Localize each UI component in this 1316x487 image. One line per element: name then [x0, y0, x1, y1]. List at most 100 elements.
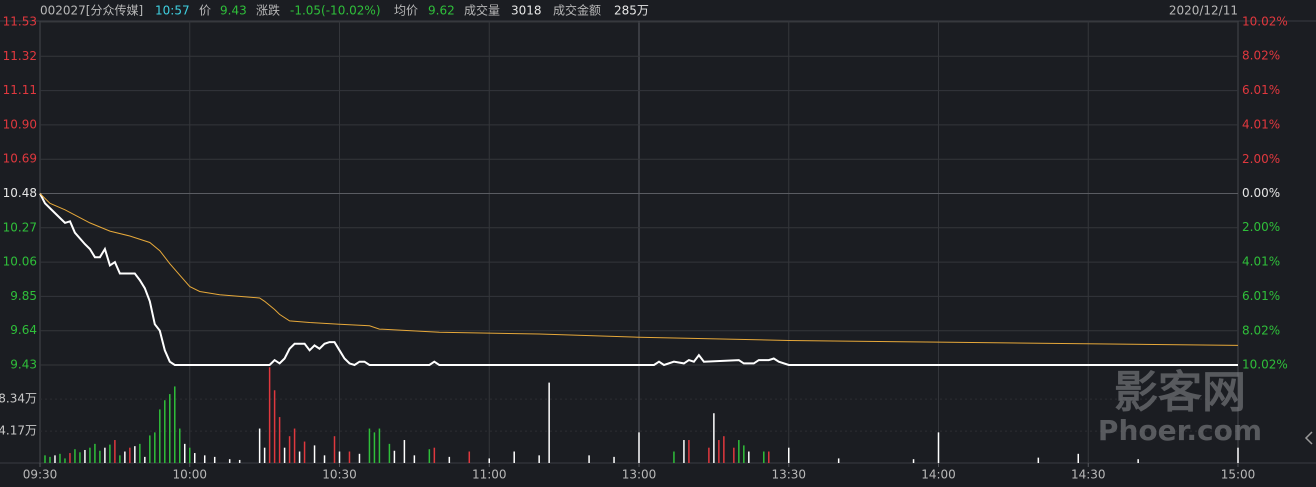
price: 9.43 [220, 4, 247, 18]
volume-bar [538, 455, 540, 463]
volume-bar [448, 456, 451, 463]
volume-bar [268, 367, 271, 463]
volume-bar [393, 450, 396, 463]
volume-bar [139, 443, 141, 463]
volume-bar [837, 458, 840, 463]
y2-tick-label: 4.01% [1242, 117, 1280, 131]
date: 2020/12/11 [1169, 4, 1238, 18]
x-tick-label: 13:00 [622, 468, 657, 482]
volume-bar [114, 440, 116, 463]
volume-bar [89, 447, 91, 463]
symbol: 002027[分众传媒] [40, 3, 143, 18]
volume-bar [164, 400, 166, 463]
volume-bar [94, 443, 96, 463]
volume-bar [189, 447, 191, 463]
y2-tick-label: 8.02% [1242, 323, 1280, 337]
volume-bar [134, 446, 136, 463]
volume-bar [154, 432, 156, 463]
y-tick-label: 11.32 [3, 49, 37, 63]
volume-bar [683, 440, 685, 463]
volume-bar [263, 447, 266, 463]
volume-bar [378, 428, 381, 463]
y-tick-label: 10.90 [3, 117, 37, 131]
volume-bar [64, 458, 66, 463]
volume-bar [333, 436, 336, 463]
price-label: 价 [199, 4, 211, 18]
y2-tick-label: 10.02% [1242, 358, 1288, 372]
time: 10:57 [155, 4, 190, 18]
volume-bar [358, 453, 361, 463]
avg-label: 均价 [394, 4, 418, 18]
x-tick-label: 14:00 [921, 468, 956, 482]
y2-tick-label: 2.00% [1242, 152, 1280, 166]
volume-bar [1237, 447, 1239, 463]
watermark: 影客网 [1114, 367, 1246, 418]
volume-bar [228, 459, 231, 463]
volume-bar [688, 440, 690, 463]
volume-bar [303, 441, 306, 463]
y-tick-label: 10.06 [3, 255, 37, 269]
volume-bar [238, 459, 241, 463]
volume-bar [638, 432, 640, 463]
y2-tick-label: 8.02% [1242, 49, 1280, 63]
y-tick-label: 4.17万 [0, 424, 37, 438]
y-tick-label: 8.34万 [0, 392, 37, 406]
volume-bar [288, 436, 291, 463]
x-tick-label: 11:00 [472, 468, 507, 482]
avg: 9.62 [428, 4, 455, 18]
volume-bar [109, 444, 111, 463]
volume-label: 成交量 [464, 3, 500, 18]
y-tick-label: 9.43 [10, 358, 37, 372]
volume-bar [193, 453, 196, 463]
volume-bar [84, 449, 86, 463]
volume-bar [713, 413, 715, 463]
change: -1.05(-10.02%) [290, 4, 381, 18]
volume-bar [388, 443, 391, 463]
y-tick-label: 10.69 [3, 152, 37, 166]
volume-bar [413, 455, 416, 463]
volume-bar [403, 440, 406, 463]
x-tick-label: 10:30 [322, 468, 357, 482]
volume-bar [1137, 459, 1139, 463]
y2-tick-label: 6.01% [1242, 83, 1280, 97]
scroll-arrow[interactable] [1304, 431, 1313, 445]
volume-bar [348, 451, 351, 463]
volume-bar [119, 455, 121, 463]
volume: 3018 [511, 4, 542, 18]
y-tick-label: 10.48 [3, 186, 37, 200]
y-tick-label: 11.53 [3, 15, 37, 29]
volume-bar [708, 447, 710, 463]
y-tick-label: 9.64 [10, 323, 37, 337]
volume-bar [718, 440, 720, 463]
y2-tick-label: 0.00% [1242, 186, 1280, 200]
volume-bar [293, 428, 296, 463]
price-line [39, 193, 1239, 346]
watermark-url: Phoer.com [1098, 414, 1262, 447]
volume-bar [488, 458, 490, 463]
volume-bar [44, 455, 46, 463]
volume-bar [258, 428, 261, 463]
volume-bar [428, 449, 431, 463]
volume-bar [748, 451, 750, 463]
volume-bar [169, 394, 171, 463]
volume-bar [763, 451, 765, 463]
volume-bar [283, 447, 286, 463]
volume-bar [433, 447, 436, 463]
volume-bar [738, 440, 740, 463]
volume-bar [768, 451, 770, 463]
volume-bar [788, 447, 790, 463]
volume-bar [79, 452, 81, 463]
volume-bar [213, 456, 216, 463]
volume-bar [673, 451, 675, 463]
volume-bar [468, 451, 471, 463]
volume-bar [54, 455, 56, 463]
volume-bar [743, 445, 745, 463]
volume-bar [733, 447, 735, 463]
volume-bar [368, 428, 371, 463]
volume-bar [99, 450, 101, 463]
volume-bar [69, 453, 71, 463]
x-tick-label: 13:30 [771, 468, 806, 482]
volume-bar [203, 455, 206, 463]
